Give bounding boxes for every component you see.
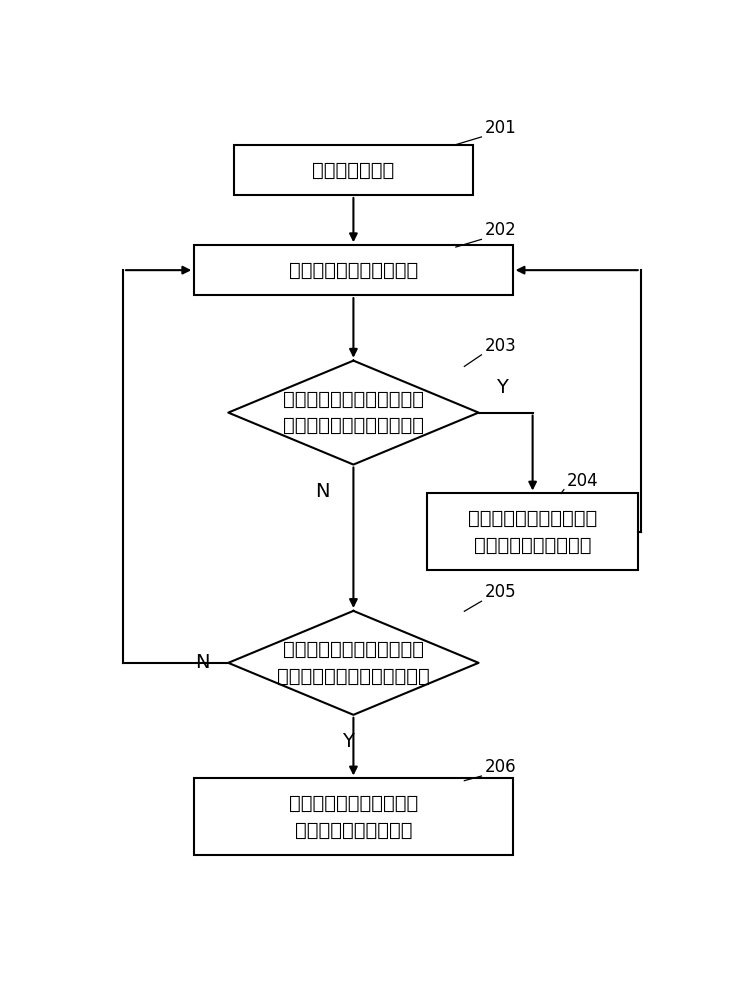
Text: 204: 204 [567,472,598,490]
Text: N: N [195,653,210,672]
Text: 判断待跟踪业务流的流速是
否未超过设定的第二流速阈值: 判断待跟踪业务流的流速是 否未超过设定的第二流速阈值 [277,640,430,686]
Text: Y: Y [342,732,354,751]
Bar [194,245,513,295]
Text: 203: 203 [484,337,516,355]
Text: 202: 202 [484,221,516,239]
Text: N: N [315,482,330,501]
Text: 206: 206 [484,758,516,776]
Bar [194,778,513,855]
Text: 传输两种业务流: 传输两种业务流 [312,161,395,180]
Text: 201: 201 [484,119,516,137]
Text: Y: Y [495,378,507,397]
Bar [234,145,473,195]
Text: 判断待跟踪业务流的流速是
否超过设定的第一流速阈值: 判断待跟踪业务流的流速是 否超过设定的第一流速阈值 [283,390,424,435]
Bar [427,493,638,570]
Text: 将所述业务流的限速值调
整为配置的初始限速值: 将所述业务流的限速值调 整为配置的初始限速值 [468,509,597,555]
Text: 将所述业务流的限速值调
整为配置的目标限速值: 将所述业务流的限速值调 整为配置的目标限速值 [288,794,418,840]
Text: 205: 205 [484,583,516,601]
Text: 获得待跟踪业务流的流速: 获得待跟踪业务流的流速 [288,261,418,280]
